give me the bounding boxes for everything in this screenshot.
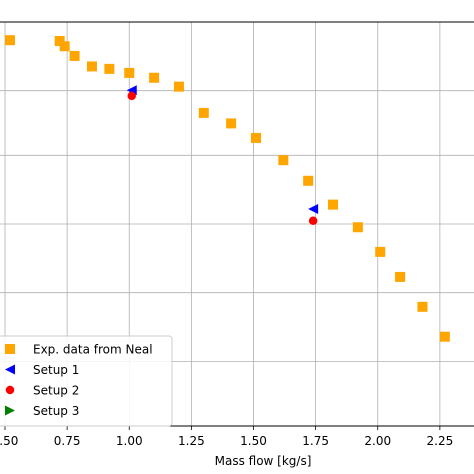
exp-data-from-neal-point bbox=[250, 132, 261, 143]
legend-label: Setup 1 bbox=[33, 363, 79, 377]
exp-data-from-neal-point bbox=[59, 41, 70, 52]
legend-label: Setup 3 bbox=[33, 404, 79, 418]
x-tick-label: 1.25 bbox=[178, 434, 205, 448]
exp-data-from-neal-point bbox=[4, 35, 15, 46]
x-tick-label: 1.00 bbox=[116, 434, 143, 448]
exp-data-from-neal-point bbox=[198, 107, 209, 118]
legend-marker bbox=[5, 344, 15, 354]
exp-data-from-neal-point bbox=[226, 118, 237, 129]
legend-marker bbox=[5, 405, 15, 416]
exp-data-from-neal-point bbox=[439, 331, 450, 342]
exp-data-from-neal-point bbox=[54, 35, 65, 46]
legend-marker bbox=[5, 385, 15, 395]
x-tick-label: 1.75 bbox=[302, 434, 329, 448]
exp-data-from-neal-point bbox=[417, 301, 428, 312]
exp-data-from-neal-point bbox=[86, 61, 97, 72]
exp-data-from-neal-point bbox=[173, 81, 184, 92]
exp-data-from-neal-point bbox=[303, 175, 314, 186]
exp-data-from-neal-point bbox=[104, 63, 115, 74]
setup-1-point bbox=[308, 204, 319, 215]
exp-data-from-neal-point bbox=[395, 271, 406, 282]
x-tick-label: 0.50 bbox=[0, 434, 18, 448]
exp-data-from-neal-point bbox=[149, 72, 160, 83]
x-axis-ticks: 0.50 0.75 1.00 1.25 1.50 1.75 2.00 2.25 bbox=[0, 426, 453, 448]
setup-2-point bbox=[127, 91, 136, 101]
exp-data-from-neal-point bbox=[352, 222, 363, 233]
legend-marker bbox=[5, 364, 15, 375]
data-marks bbox=[4, 35, 450, 342]
exp-data-from-neal-point bbox=[69, 50, 80, 61]
legend-label: Setup 2 bbox=[33, 384, 79, 398]
x-tick-label: 1.50 bbox=[240, 434, 267, 448]
exp-data-from-neal-point bbox=[328, 199, 339, 210]
x-tick-label: 0.75 bbox=[54, 434, 81, 448]
legend-box bbox=[0, 335, 173, 427]
exp-data-from-neal-point bbox=[278, 155, 289, 166]
exp-data-from-neal-point bbox=[124, 67, 135, 78]
x-tick-label: 2.00 bbox=[364, 434, 391, 448]
exp-data-from-neal-point bbox=[375, 246, 386, 257]
legend: Exp. data from Neal Setup 1 Setup 2 Setup 3 bbox=[0, 335, 173, 427]
legend-label: Exp. data from Neal bbox=[33, 343, 153, 357]
x-tick-label: 2.25 bbox=[427, 434, 454, 448]
x-axis-label: Mass flow [kg/s] bbox=[215, 454, 312, 468]
setup-2-point bbox=[308, 216, 318, 226]
